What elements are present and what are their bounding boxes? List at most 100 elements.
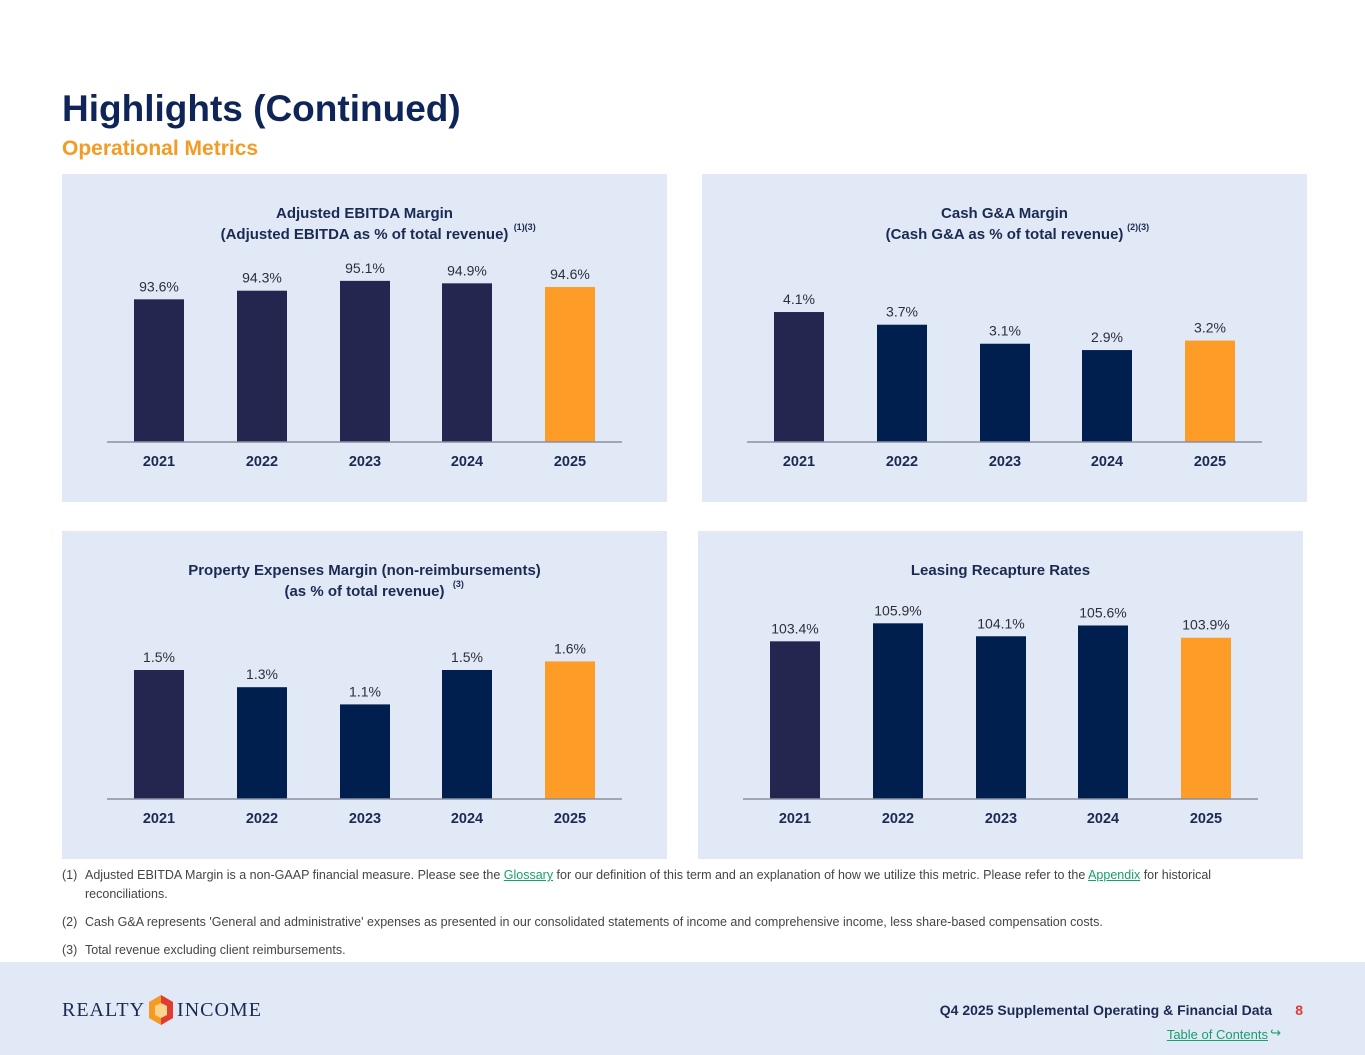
x-tick-label: 2025 [554, 811, 586, 827]
x-tick-label: 2023 [985, 811, 1017, 827]
value-label: 104.1% [977, 615, 1024, 631]
footnotes: (1) Adjusted EBITDA Margin is a non-GAAP… [62, 866, 1282, 969]
chart-title-superscript: (2)(3) [1127, 222, 1149, 232]
bar [1185, 340, 1235, 442]
chart-svg: Cash G&A Margin (Cash G&A as % of total r… [747, 205, 1262, 470]
document-title: Q4 2025 Supplemental Operating & Financi… [939, 1002, 1272, 1018]
footnote-1: (1) Adjusted EBITDA Margin is a non-GAAP… [62, 866, 1282, 904]
bar [1078, 625, 1128, 799]
bar [442, 283, 492, 442]
table-of-contents-link[interactable]: Table of Contents [1166, 1027, 1268, 1042]
bar [134, 299, 184, 442]
logo-text-right: INCOME [177, 998, 262, 1021]
x-tick-label: 2025 [1190, 811, 1222, 827]
x-tick-label: 2025 [554, 454, 586, 470]
value-label: 94.6% [550, 266, 590, 282]
realty-income-logo: REALTY INCOME [62, 995, 262, 1025]
value-label: 3.2% [1194, 320, 1226, 336]
chart-title-line: Cash G&A Margin [941, 205, 1068, 222]
chart-svg: Property Expenses Margin (non-reimbursem… [107, 562, 622, 827]
value-label: 4.1% [783, 291, 815, 307]
value-label: 3.7% [886, 304, 918, 320]
bar [545, 287, 595, 442]
chart-title-line: (Cash G&A as % of total revenue) [886, 226, 1124, 243]
chart-title-superscript: (1)(3) [514, 222, 536, 232]
value-label: 103.4% [771, 620, 818, 636]
footer: REALTY INCOME Q4 2025 Supplemental Opera… [0, 962, 1365, 1055]
chart-svg: Leasing Recapture Rates 103.4% 2021 105.9% 2… [743, 562, 1258, 827]
value-label: 3.1% [989, 323, 1021, 339]
leasing-recapture-rates-panel: Leasing Recapture Rates 103.4% 2021 105.9% 2… [698, 531, 1303, 859]
x-tick-label: 2024 [1091, 454, 1123, 470]
value-label: 1.3% [246, 666, 278, 682]
bar [442, 670, 492, 799]
value-label: 1.6% [554, 640, 586, 656]
chart-title-line: (Adjusted EBITDA as % of total revenue) [221, 226, 509, 243]
appendix-link[interactable]: Appendix [1088, 868, 1141, 882]
footnote-number: (3) [62, 943, 78, 957]
x-tick-label: 2024 [451, 811, 483, 827]
chart-svg: Adjusted EBITDA Margin (Adjusted EBITDA a… [107, 205, 622, 470]
footnote-text: Cash G&A represents 'General and adminis… [85, 915, 1103, 929]
value-label: 1.1% [349, 683, 381, 699]
adjusted-ebitda-margin-panel: Adjusted EBITDA Margin (Adjusted EBITDA a… [62, 174, 667, 502]
x-tick-label: 2022 [246, 454, 278, 470]
bar [877, 324, 927, 442]
bar [770, 641, 820, 799]
x-tick-label: 2021 [779, 811, 811, 827]
bar [340, 704, 390, 799]
x-tick-label: 2022 [886, 454, 918, 470]
chart-title-line: Leasing Recapture Rates [911, 562, 1090, 579]
x-tick-label: 2023 [349, 811, 381, 827]
bar [237, 687, 287, 799]
x-tick-label: 2024 [451, 454, 483, 470]
value-label: 1.5% [451, 649, 483, 665]
x-tick-label: 2022 [882, 811, 914, 827]
bar [774, 312, 824, 442]
footnote-3: (3) Total revenue excluding client reimb… [62, 941, 1282, 960]
page-number: 8 [1295, 1002, 1303, 1018]
chart-title-line: Adjusted EBITDA Margin [276, 205, 453, 222]
value-label: 94.9% [447, 262, 487, 278]
return-arrow-icon[interactable]: ↪ [1270, 1025, 1281, 1040]
value-label: 105.9% [874, 602, 921, 618]
x-tick-label: 2021 [143, 811, 175, 827]
bar [873, 623, 923, 799]
bar [545, 661, 595, 799]
x-tick-label: 2023 [349, 454, 381, 470]
footnote-number: (1) [62, 868, 78, 882]
bar [134, 670, 184, 799]
x-tick-label: 2023 [989, 454, 1021, 470]
x-tick-label: 2021 [783, 454, 815, 470]
bar [1082, 350, 1132, 442]
cash-ga-margin-panel: Cash G&A Margin (Cash G&A as % of total r… [702, 174, 1307, 502]
bar [1181, 637, 1231, 799]
bar [980, 343, 1030, 442]
page-subtitle: Operational Metrics [62, 137, 259, 160]
value-label: 2.9% [1091, 329, 1123, 345]
value-label: 103.9% [1182, 617, 1229, 633]
value-label: 105.6% [1079, 604, 1126, 620]
bar [976, 636, 1026, 799]
footnote-text: Adjusted EBITDA Margin is a non-GAAP fin… [85, 868, 1212, 901]
x-tick-label: 2024 [1087, 811, 1119, 827]
footnote-2: (2) Cash G&A represents 'General and adm… [62, 913, 1282, 932]
logo-text-left: REALTY [62, 998, 146, 1021]
footnote-text: Total revenue excluding client reimburse… [85, 943, 346, 957]
x-tick-label: 2025 [1194, 454, 1226, 470]
property-expenses-margin-panel: Property Expenses Margin (non-reimbursem… [62, 531, 667, 859]
x-tick-label: 2022 [246, 811, 278, 827]
value-label: 1.5% [143, 649, 175, 665]
chart-title-superscript: (3) [453, 579, 464, 589]
x-tick-label: 2021 [143, 454, 175, 470]
value-label: 94.3% [242, 270, 282, 286]
value-label: 93.6% [139, 278, 179, 294]
bar [340, 280, 390, 442]
chart-title-line: (as % of total revenue) [284, 583, 444, 600]
value-label: 95.1% [345, 260, 385, 276]
page-title: Highlights (Continued) [62, 88, 461, 129]
bar [237, 290, 287, 442]
footnote-number: (2) [62, 915, 78, 929]
logo-hexagon-icon [149, 995, 174, 1025]
glossary-link[interactable]: Glossary [503, 868, 554, 882]
